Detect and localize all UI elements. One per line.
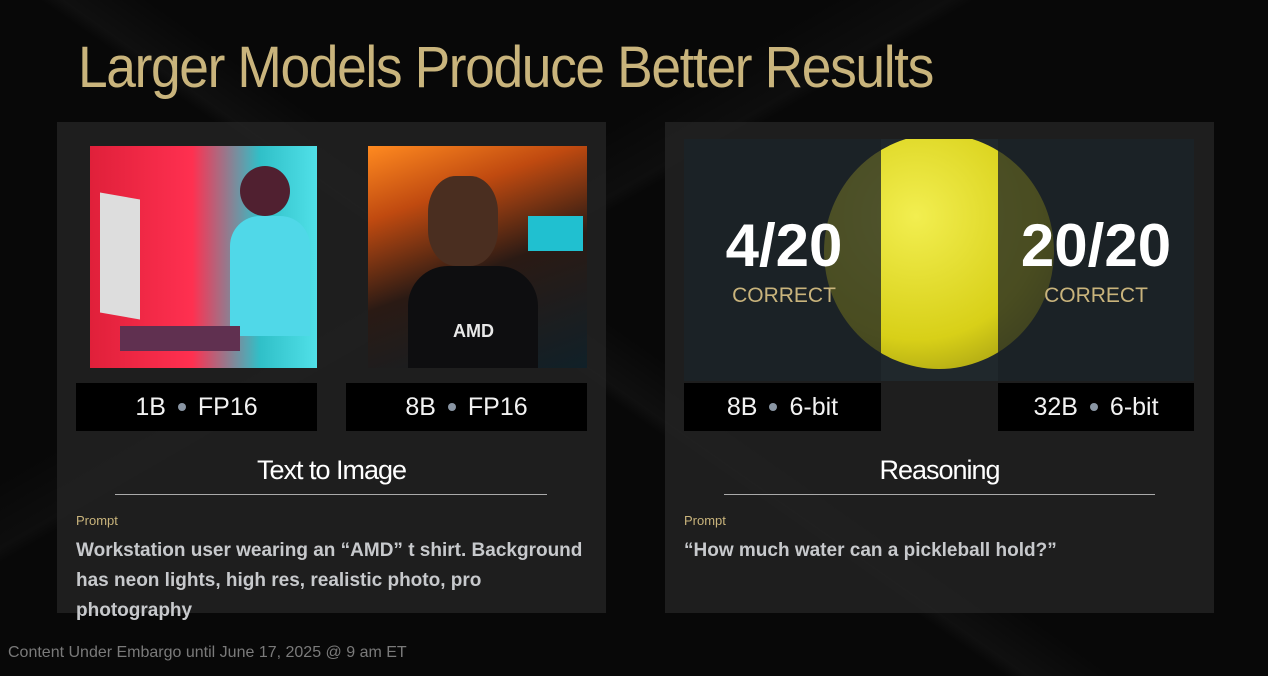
model-size: 8B <box>726 392 758 421</box>
precision: FP16 <box>197 392 258 421</box>
model-label-8b: 8B FP16 <box>346 383 587 431</box>
model-size: 32B <box>1033 392 1078 421</box>
section-title: Reasoning <box>879 455 1000 485</box>
model-size: 8B <box>405 392 436 421</box>
slide-title: Larger Models Produce Better Results <box>78 35 934 100</box>
bullet-icon <box>447 403 456 411</box>
model-size: 1B <box>135 392 166 421</box>
precision: FP16 <box>467 392 528 421</box>
model-label-8b: 8B 6-bit <box>684 383 881 431</box>
bullet-icon <box>1089 403 1098 411</box>
precision: 6-bit <box>789 392 839 421</box>
text-to-image-panel: AMD 1B FP16 8B FP16 Text to Image Prompt W… <box>57 122 606 621</box>
score-8b: 4/20 <box>725 212 843 279</box>
model-label-32b: 32B 6-bit <box>998 383 1194 431</box>
prompt-label: Prompt <box>76 513 118 528</box>
divider <box>115 494 547 495</box>
generated-image-8b: AMD <box>368 146 587 368</box>
precision: 6-bit <box>1109 392 1159 421</box>
model-label-1b: 1B FP16 <box>76 383 317 431</box>
bullet-icon <box>769 403 778 411</box>
prompt-label: Prompt <box>684 513 726 528</box>
section-title: Text to Image <box>256 455 407 485</box>
status-8b: CORRECT <box>732 284 836 307</box>
prompt-text: “How much water can a pickleball hold?” <box>684 540 1057 561</box>
prompt-text: Workstation user wearing an “AMD” t shir… <box>76 540 583 621</box>
score-32b: 20/20 <box>1020 212 1172 279</box>
status-32b: CORRECT <box>1044 284 1148 307</box>
shirt-logo: AMD <box>453 321 494 341</box>
divider <box>724 494 1155 495</box>
embargo-footer: Content Under Embargo until June 17, 202… <box>8 644 407 661</box>
pickleball-image: 4/20 CORRECT 20/20 CORRECT <box>684 139 1194 381</box>
bullet-icon <box>177 403 186 411</box>
generated-image-1b <box>90 146 317 368</box>
reasoning-panel: 4/20 CORRECT 20/20 CORRECT 8B 6-bit 32B 6-… <box>665 122 1214 613</box>
